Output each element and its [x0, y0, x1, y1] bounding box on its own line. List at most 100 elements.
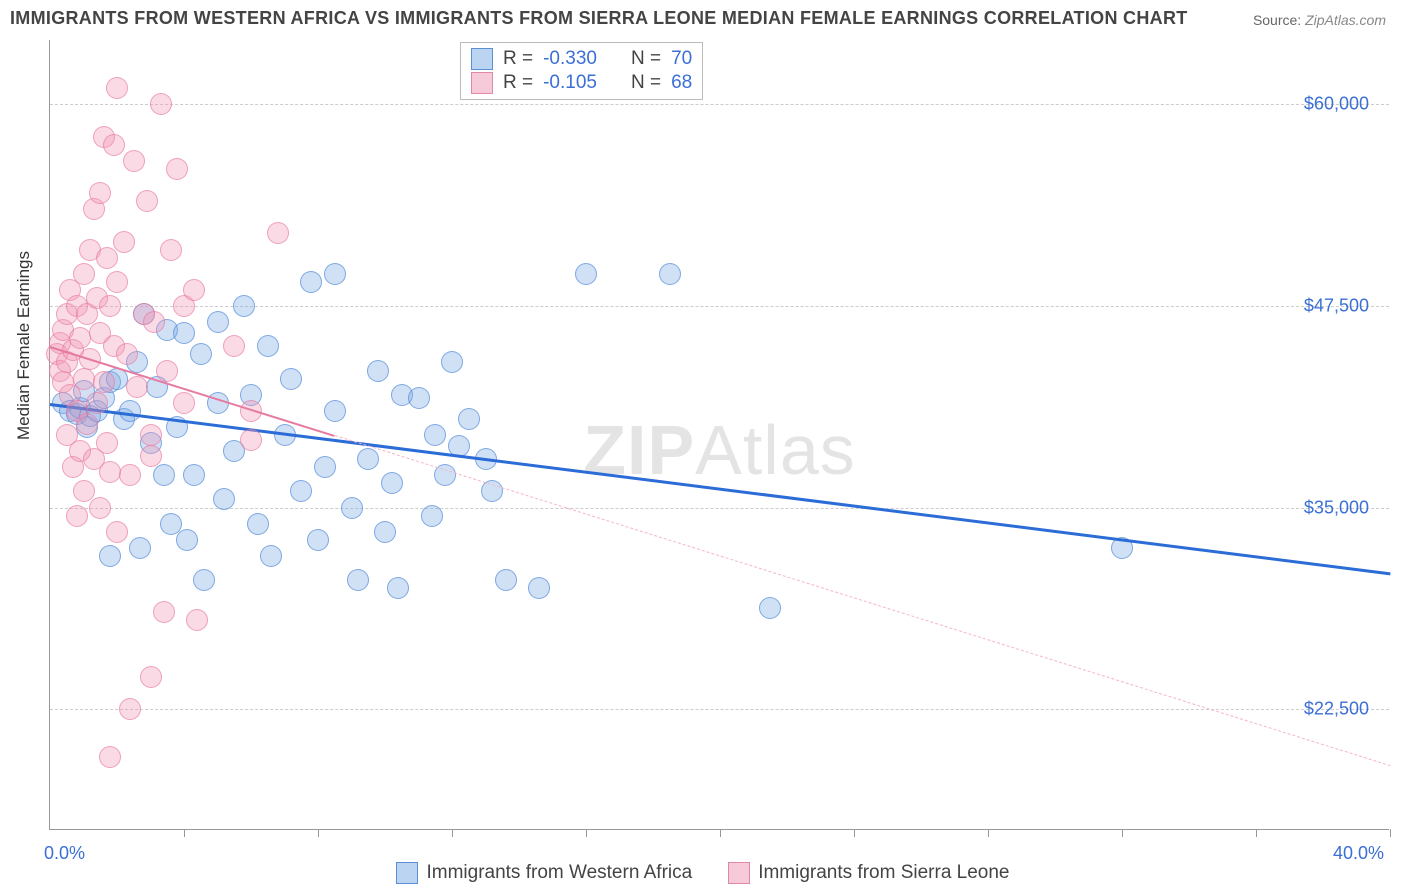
data-point — [89, 182, 111, 204]
data-point — [119, 698, 141, 720]
data-point — [86, 392, 108, 414]
data-point — [347, 569, 369, 591]
legend-swatch — [471, 48, 493, 70]
data-point — [193, 569, 215, 591]
data-point — [424, 424, 446, 446]
data-point — [106, 521, 128, 543]
data-point — [183, 279, 205, 301]
trend-line — [335, 435, 1391, 766]
data-point — [307, 529, 329, 551]
x-tick — [1256, 829, 1257, 837]
data-point — [166, 158, 188, 180]
data-point — [99, 746, 121, 768]
data-point — [260, 545, 282, 567]
watermark-atlas: Atlas — [695, 411, 856, 489]
source-credit: Source: ZipAtlas.com — [1253, 12, 1386, 28]
data-point — [76, 413, 98, 435]
legend-swatch — [396, 862, 418, 884]
data-point — [421, 505, 443, 527]
data-point — [150, 93, 172, 115]
y-tick-label: $22,500 — [1304, 699, 1369, 720]
data-point — [759, 597, 781, 619]
data-point — [143, 311, 165, 333]
y-tick-label: $35,000 — [1304, 497, 1369, 518]
data-point — [257, 335, 279, 357]
data-point — [99, 461, 121, 483]
data-point — [173, 392, 195, 414]
data-point — [183, 464, 205, 486]
data-point — [387, 577, 409, 599]
data-point — [106, 271, 128, 293]
data-point — [136, 190, 158, 212]
data-point — [367, 360, 389, 382]
data-point — [408, 387, 430, 409]
data-point — [458, 408, 480, 430]
gridline-horizontal — [50, 508, 1389, 509]
scatter-chart: ZIPAtlas $22,500$35,000$47,500$60,000 — [49, 40, 1389, 830]
data-point — [106, 77, 128, 99]
source-value: ZipAtlas.com — [1305, 12, 1386, 28]
correlation-stats-box: R =-0.330N =70R =-0.105N =68 — [460, 42, 703, 100]
x-tick — [854, 829, 855, 837]
data-point — [223, 335, 245, 357]
data-point — [190, 343, 212, 365]
data-point — [119, 400, 141, 422]
legend-item: Immigrants from Western Africa — [396, 862, 692, 884]
data-point — [113, 231, 135, 253]
data-point — [176, 529, 198, 551]
legend-label: Immigrants from Western Africa — [426, 862, 692, 884]
x-tick — [720, 829, 721, 837]
legend-bottom: Immigrants from Western Africa Immigrants… — [0, 862, 1406, 884]
data-point — [324, 263, 346, 285]
data-point — [213, 488, 235, 510]
data-point — [126, 376, 148, 398]
y-axis-label: Median Female Earnings — [14, 251, 34, 440]
data-point — [89, 497, 111, 519]
x-tick — [184, 829, 185, 837]
data-point — [441, 351, 463, 373]
x-tick — [586, 829, 587, 837]
data-point — [381, 472, 403, 494]
stats-row: R =-0.330N =70 — [471, 47, 692, 71]
data-point — [186, 609, 208, 631]
data-point — [280, 368, 302, 390]
x-tick — [1122, 829, 1123, 837]
legend-label: Immigrants from Sierra Leone — [758, 862, 1009, 884]
data-point — [140, 445, 162, 467]
data-point — [140, 666, 162, 688]
x-tick — [452, 829, 453, 837]
n-label: N = — [631, 48, 661, 70]
x-axis-min-label: 0.0% — [44, 843, 85, 864]
data-point — [119, 464, 141, 486]
x-tick — [988, 829, 989, 837]
data-point — [93, 371, 115, 393]
data-point — [156, 360, 178, 382]
source-label: Source: — [1253, 12, 1301, 28]
data-point — [207, 311, 229, 333]
data-point — [300, 271, 322, 293]
data-point — [153, 464, 175, 486]
data-point — [96, 247, 118, 269]
chart-title: IMMIGRANTS FROM WESTERN AFRICA VS IMMIGR… — [10, 8, 1188, 29]
data-point — [99, 295, 121, 317]
data-point — [528, 577, 550, 599]
x-tick — [1390, 829, 1391, 837]
data-point — [73, 368, 95, 390]
n-value: 68 — [671, 72, 692, 94]
legend-swatch — [471, 72, 493, 94]
stats-row: R =-0.105N =68 — [471, 71, 692, 95]
x-tick — [318, 829, 319, 837]
data-point — [659, 263, 681, 285]
data-point — [173, 322, 195, 344]
data-point — [123, 150, 145, 172]
data-point — [314, 456, 336, 478]
gridline-horizontal — [50, 709, 1389, 710]
data-point — [153, 601, 175, 623]
data-point — [73, 263, 95, 285]
data-point — [116, 343, 138, 365]
data-point — [247, 513, 269, 535]
n-label: N = — [631, 72, 661, 94]
data-point — [267, 222, 289, 244]
x-axis-max-label: 40.0% — [1333, 843, 1384, 864]
data-point — [140, 424, 162, 446]
